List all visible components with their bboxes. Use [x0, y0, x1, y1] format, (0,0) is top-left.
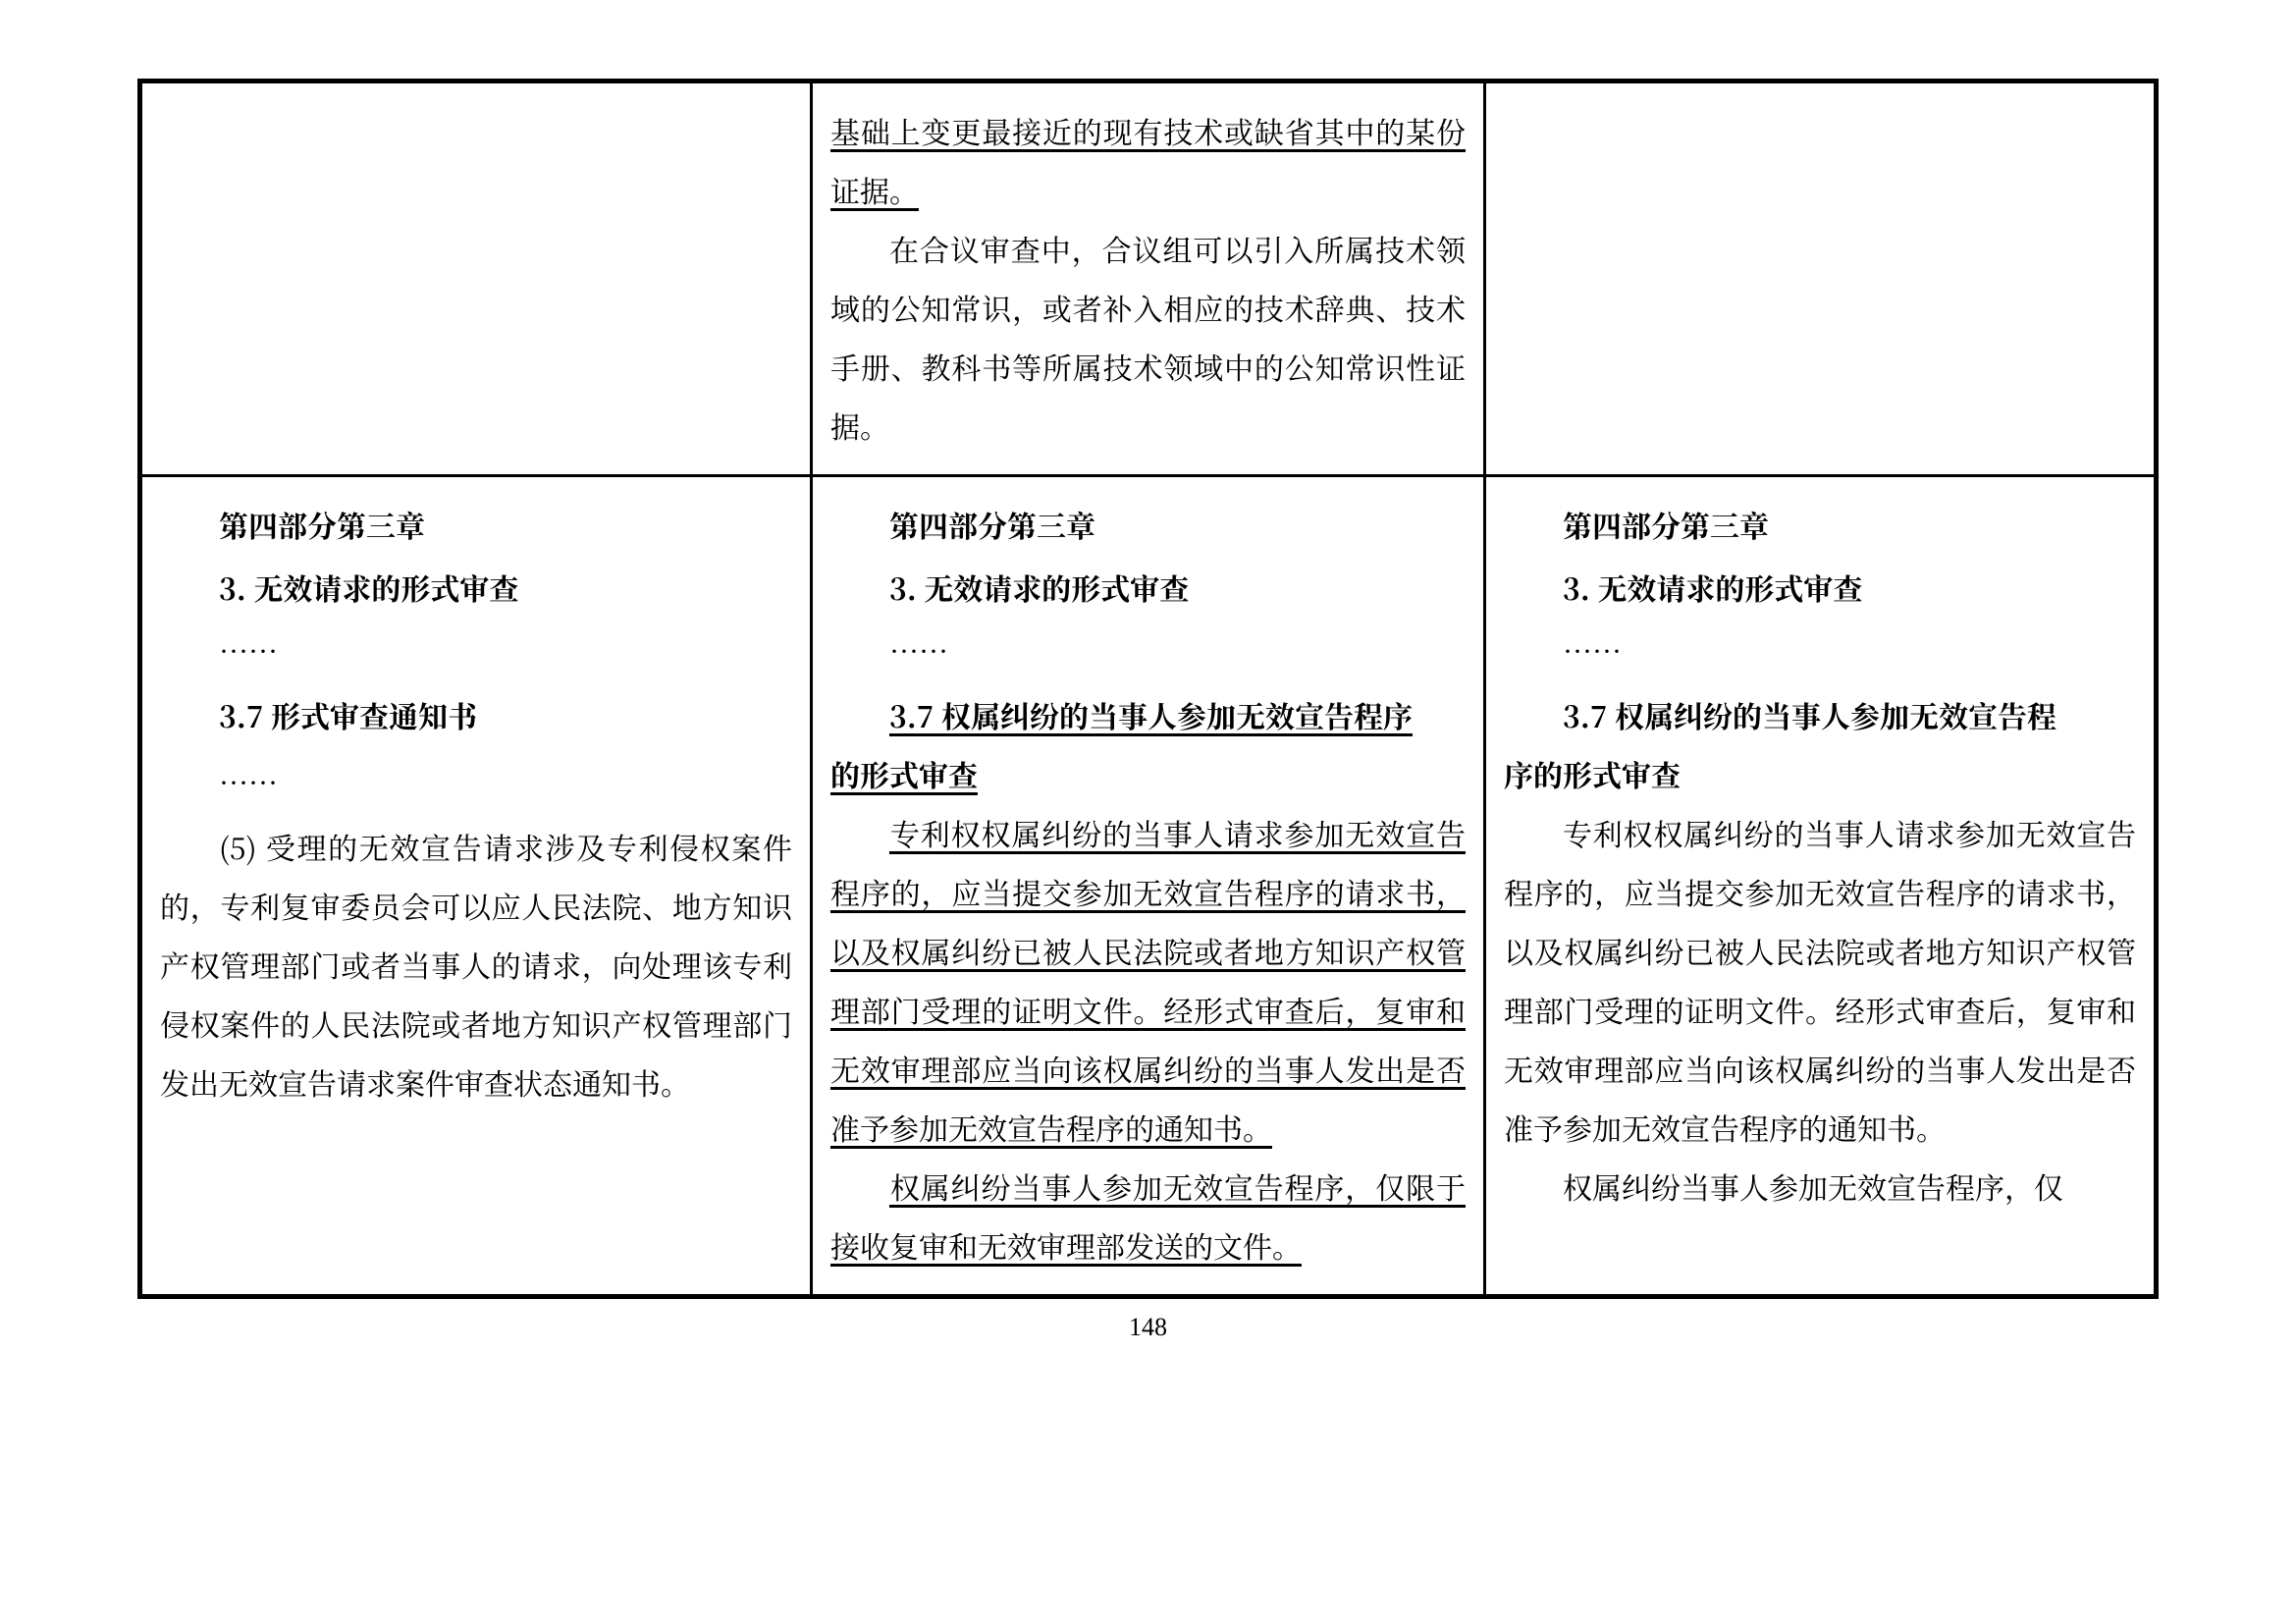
cell-r1c3 [1485, 81, 2157, 476]
section-heading: 3. 无效请求的形式审查 [830, 558, 1466, 617]
underlined-text: 的形式审查 [830, 752, 978, 795]
table-row: 基础上变更最接近的现有技术或缺省其中的某份证据。 在合议审查中，合议组可以引入所… [140, 81, 2157, 476]
underlined-text: 3.7 权属纠纷的当事人参加无效宣告程序 [889, 693, 1413, 736]
section-heading: 3. 无效请求的形式审查 [1504, 558, 2136, 617]
cell-r2c3: 第四部分第三章 3. 无效请求的形式审查 …… 3.7 权属纠纷的当事人参加无效… [1485, 476, 2157, 1297]
paragraph: 基础上变更最接近的现有技术或缺省其中的某份证据。 [830, 101, 1466, 219]
section-heading: 3. 无效请求的形式审查 [160, 558, 792, 617]
cell-r1c1 [140, 81, 812, 476]
page-number: 148 [137, 1313, 2159, 1342]
ellipsis: …… [830, 621, 1466, 679]
underlined-text: 专利权权属纠纷的当事人请求参加无效宣告程序的，应当提交参加无效宣告程序的请求书，… [830, 811, 1466, 1149]
subsection-heading: 3.7 形式审查通知书 [160, 685, 792, 744]
subsection-heading-cont: 的形式审查 [830, 744, 1466, 803]
ellipsis: …… [1504, 621, 2136, 679]
paragraph: (5) 受理的无效宣告请求涉及专利侵权案件的，专利复审委员会可以应人民法院、地方… [160, 817, 792, 1111]
underlined-text: 基础上变更最接近的现有技术或缺省其中的某份证据。 [830, 109, 1466, 211]
ellipsis: …… [160, 621, 792, 679]
subsection-heading: 3.7 权属纠纷的当事人参加无效宣告程 [1504, 685, 2136, 744]
subsection-heading-cont: 序的形式审查 [1504, 744, 2136, 803]
subsection-heading: 3.7 权属纠纷的当事人参加无效宣告程序 [830, 685, 1466, 744]
underlined-text: 权属纠纷当事人参加无效宣告程序，仅限于接收复审和无效审理部发送的文件。 [830, 1164, 1466, 1267]
paragraph: 权属纠纷当事人参加无效宣告程序，仅 [1504, 1157, 2136, 1216]
chapter-heading: 第四部分第三章 [1504, 495, 2136, 554]
ellipsis: …… [160, 752, 792, 811]
paragraph: 专利权权属纠纷的当事人请求参加无效宣告程序的，应当提交参加无效宣告程序的请求书，… [830, 803, 1466, 1157]
document-page: 基础上变更最接近的现有技术或缺省其中的某份证据。 在合议审查中，合议组可以引入所… [0, 0, 2296, 1623]
table-row: 第四部分第三章 3. 无效请求的形式审查 …… 3.7 形式审查通知书 …… (… [140, 476, 2157, 1297]
cell-r2c1: 第四部分第三章 3. 无效请求的形式审查 …… 3.7 形式审查通知书 …… (… [140, 476, 812, 1297]
chapter-heading: 第四部分第三章 [830, 495, 1466, 554]
paragraph: 在合议审查中，合议组可以引入所属技术领域的公知常识，或者补入相应的技术辞典、技术… [830, 219, 1466, 455]
paragraph: 专利权权属纠纷的当事人请求参加无效宣告程序的，应当提交参加无效宣告程序的请求书，… [1504, 803, 2136, 1157]
heading-text: 3.7 权属纠纷的当事人参加无效宣告程 [1563, 693, 2056, 736]
paragraph: 权属纠纷当事人参加无效宣告程序，仅限于接收复审和无效审理部发送的文件。 [830, 1157, 1466, 1274]
cell-r1c2: 基础上变更最接近的现有技术或缺省其中的某份证据。 在合议审查中，合议组可以引入所… [811, 81, 1484, 476]
cell-r2c2: 第四部分第三章 3. 无效请求的形式审查 …… 3.7 权属纠纷的当事人参加无效… [811, 476, 1484, 1297]
comparison-table: 基础上变更最接近的现有技术或缺省其中的某份证据。 在合议审查中，合议组可以引入所… [137, 79, 2159, 1299]
chapter-heading: 第四部分第三章 [160, 495, 792, 554]
heading-text: 序的形式审查 [1504, 752, 1681, 795]
